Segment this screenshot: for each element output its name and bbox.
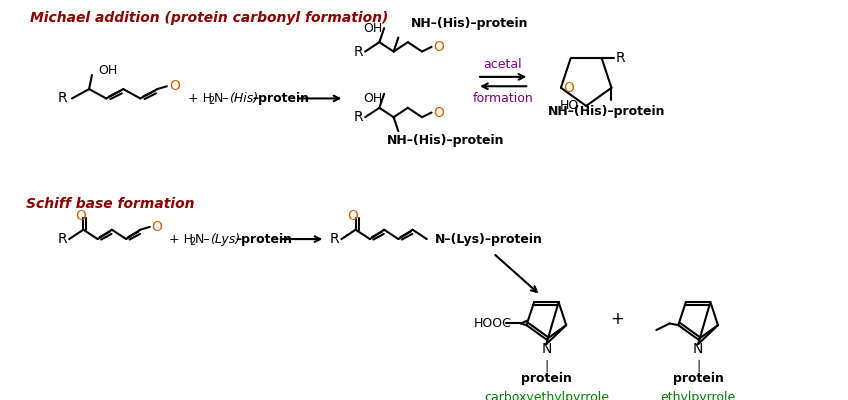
Text: |: | xyxy=(544,359,549,372)
Text: R: R xyxy=(58,232,68,246)
Text: (Lys): (Lys) xyxy=(209,232,240,246)
Text: +: + xyxy=(611,310,624,328)
Text: Michael addition (protein carbonyl formation): Michael addition (protein carbonyl forma… xyxy=(31,11,388,25)
Text: NH–(His)–protein: NH–(His)–protein xyxy=(387,134,505,147)
Text: acetal: acetal xyxy=(483,58,522,71)
Text: Schiff base formation: Schiff base formation xyxy=(25,197,194,211)
Text: formation: formation xyxy=(472,92,533,105)
Text: R: R xyxy=(58,92,68,106)
Text: OH: OH xyxy=(363,22,382,35)
Text: N–(Lys)–protein: N–(Lys)–protein xyxy=(434,232,542,246)
Text: + H: + H xyxy=(187,92,212,105)
Text: O: O xyxy=(433,40,444,54)
Text: –protein: –protein xyxy=(235,232,293,246)
Text: O: O xyxy=(169,79,180,93)
Text: NH–(His)–protein: NH–(His)–protein xyxy=(410,17,528,30)
Text: R: R xyxy=(616,52,626,66)
Text: + H: + H xyxy=(169,232,192,246)
Text: R: R xyxy=(354,44,364,58)
Text: –protein: –protein xyxy=(252,92,310,105)
Text: NH–(His)–protein: NH–(His)–protein xyxy=(548,105,666,118)
Text: O: O xyxy=(75,209,86,223)
Text: OH: OH xyxy=(363,92,382,105)
Text: O: O xyxy=(433,106,444,120)
Text: N–: N– xyxy=(214,92,229,105)
Text: R: R xyxy=(330,232,340,246)
Text: O: O xyxy=(152,220,163,234)
Text: HOOC: HOOC xyxy=(473,317,511,330)
Text: |: | xyxy=(696,359,700,372)
Text: protein: protein xyxy=(521,372,572,385)
Text: O: O xyxy=(563,81,574,95)
Text: N: N xyxy=(693,342,703,356)
Text: N–: N– xyxy=(194,232,210,246)
Text: protein: protein xyxy=(672,372,723,385)
Text: N: N xyxy=(541,342,551,356)
Text: 2: 2 xyxy=(190,237,196,247)
Text: carboxyethylpyrrole: carboxyethylpyrrole xyxy=(484,391,609,400)
Text: R: R xyxy=(354,110,364,124)
Text: HO: HO xyxy=(560,100,578,112)
Text: OH: OH xyxy=(98,64,118,77)
Text: ethylpyrrole: ethylpyrrole xyxy=(661,391,736,400)
Text: 2: 2 xyxy=(209,96,215,106)
Text: (His): (His) xyxy=(229,92,258,105)
Text: O: O xyxy=(348,209,358,223)
